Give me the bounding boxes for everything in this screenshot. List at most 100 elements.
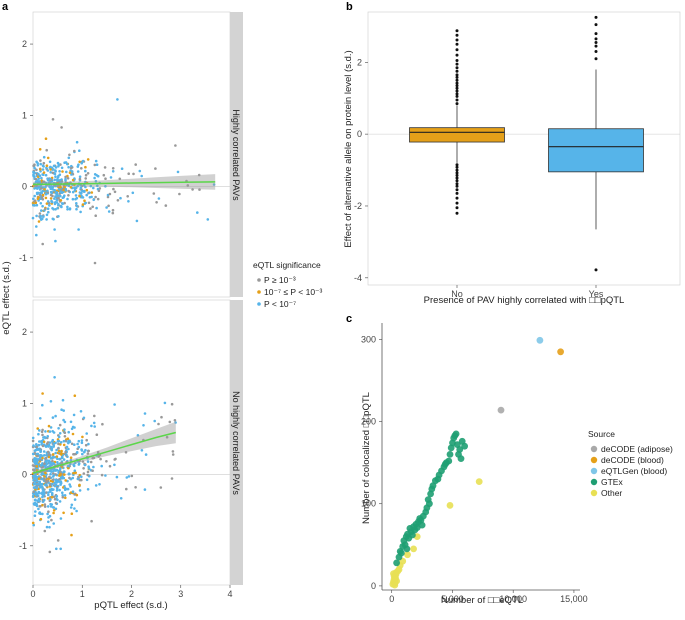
facet-bottom-point [104, 474, 107, 477]
facet-top-point [78, 194, 81, 198]
point-gtex [393, 559, 400, 567]
facet-bottom-point [93, 414, 96, 418]
facet-top-point [46, 169, 50, 172]
facet-top-point [45, 148, 48, 152]
facet-top-point [96, 184, 99, 188]
facet-top-point [34, 180, 38, 183]
facet-top-point [45, 218, 48, 221]
facet-bottom-point [52, 522, 55, 525]
facet-top-point [89, 184, 93, 188]
facet-bottom-point [42, 450, 46, 453]
facet-bottom-point [54, 414, 57, 418]
facet-top-point [42, 165, 45, 168]
facet-bottom-point [49, 498, 52, 501]
facet-bottom-point [48, 514, 52, 518]
facet-bottom-point [86, 470, 90, 474]
facet-bottom-point [44, 456, 48, 460]
facet-bottom-point [47, 493, 50, 497]
facet-bottom-point [86, 488, 90, 491]
facet-bottom-point [49, 445, 53, 449]
facet-bottom-point [77, 462, 81, 465]
box-outlier [594, 23, 598, 27]
panel-c-x-title: Number of □□eQTL [441, 595, 523, 606]
facet-top-point [51, 207, 54, 210]
panel-a-y-title: eQTL effect (s.d.) [1, 261, 12, 334]
facet-top-point [71, 197, 75, 201]
facet-top-point [42, 171, 46, 174]
facet-bottom-point [119, 497, 123, 500]
facet-top-point [66, 177, 70, 180]
legend-a-title: eQTL significance [253, 260, 321, 270]
point-eqtlgen-blood [536, 336, 544, 344]
panel-b-boxes [409, 15, 644, 272]
facet-bottom-point [52, 467, 56, 471]
facet-bottom-point [78, 478, 82, 482]
facet-bottom-point [83, 463, 87, 467]
facet-top-point [51, 118, 55, 121]
facet-top-point [41, 168, 45, 171]
facet-bottom-point [43, 478, 46, 481]
facet-bottom-point [124, 451, 128, 454]
facet-bottom-point [41, 503, 44, 507]
facet-top-point [34, 177, 38, 181]
legend-a-label-0: P ≥ 10⁻³ [264, 275, 296, 285]
facet-top-point [74, 194, 78, 197]
facet-top-point [58, 170, 61, 173]
facet-bottom-point [49, 472, 52, 476]
facet-top-point [63, 194, 66, 197]
panel-b-chart: -4 -2 0 2 No Yes Presence of PAV highly corr… [343, 11, 681, 306]
box-outlier [455, 188, 459, 192]
facet-bottom-point [52, 431, 56, 434]
facet-bottom-point [78, 483, 81, 487]
facet-bottom-point [32, 458, 36, 462]
facet-bottom-point [48, 441, 52, 444]
facet-bottom-point [63, 431, 67, 435]
box-outlier [455, 196, 459, 200]
facet-bottom-point [71, 432, 75, 436]
facet-top-point [37, 172, 40, 176]
facet-bottom-point [36, 448, 39, 451]
facet-bottom-point [73, 498, 77, 501]
facet-top-point [49, 193, 53, 197]
facet-top-point [84, 173, 88, 177]
facet-top-point [49, 187, 52, 190]
facet-bottom-point [37, 443, 41, 447]
facet-bottom-point [56, 457, 59, 461]
facet-bottom-point [40, 473, 43, 476]
point-other [475, 478, 483, 485]
facet-top-point [57, 196, 60, 200]
legend-c-label-0: deCODE (adipose) [601, 444, 673, 454]
facet-bottom-point [68, 476, 71, 480]
panel-c-points [389, 336, 564, 589]
facet-top-point [37, 220, 41, 223]
facet-top-point [66, 205, 69, 209]
facet-top-point [35, 214, 38, 218]
facet-top-point [38, 193, 42, 197]
facet-bottom-point [32, 444, 35, 447]
facet-top-point [78, 149, 81, 152]
facet-top-point [107, 204, 110, 208]
facet-bottom-point [125, 487, 128, 491]
point-gtex [418, 521, 426, 529]
facet-top-point [49, 168, 52, 171]
facet-bottom-point [37, 507, 40, 511]
facet-bottom-point [50, 482, 54, 486]
panel-b-frame [367, 11, 681, 286]
box-outlier [594, 15, 598, 19]
panel-b-x-title: Presence of PAV highly correlated with □… [424, 295, 625, 306]
facet-top-point [47, 210, 50, 214]
box-outlier [594, 50, 598, 53]
facet-bottom-point [44, 480, 47, 483]
legend-c-swatch-2 [590, 467, 598, 475]
facet-top-point [85, 188, 89, 192]
box-outlier [455, 206, 459, 210]
facet-bottom-point [62, 443, 66, 447]
legend-c-title: Source [588, 429, 615, 439]
facet-bottom-point [56, 539, 60, 542]
box-outlier [455, 81, 459, 85]
facet-top-point [53, 202, 57, 206]
facet-top-point [91, 205, 94, 209]
facet-top-point [88, 196, 92, 199]
facet-bottom-point [38, 440, 41, 443]
facet-bottom-point [50, 456, 53, 460]
